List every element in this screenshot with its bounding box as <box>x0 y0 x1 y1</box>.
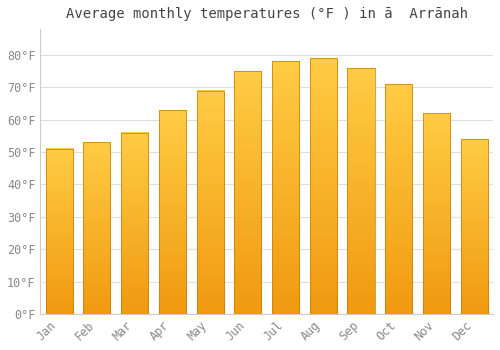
Bar <box>385 84 412 314</box>
Title: Average monthly temperatures (°F ) in ā  Arrānah: Average monthly temperatures (°F ) in ā … <box>66 7 468 21</box>
Bar <box>196 91 224 314</box>
Bar <box>423 113 450 314</box>
Bar <box>272 61 299 314</box>
Bar <box>84 142 110 314</box>
Bar <box>121 133 148 314</box>
Bar <box>159 110 186 314</box>
Bar <box>234 71 262 314</box>
Bar <box>460 139 488 314</box>
Bar <box>310 58 337 314</box>
Bar <box>46 149 73 314</box>
Bar <box>348 68 374 314</box>
